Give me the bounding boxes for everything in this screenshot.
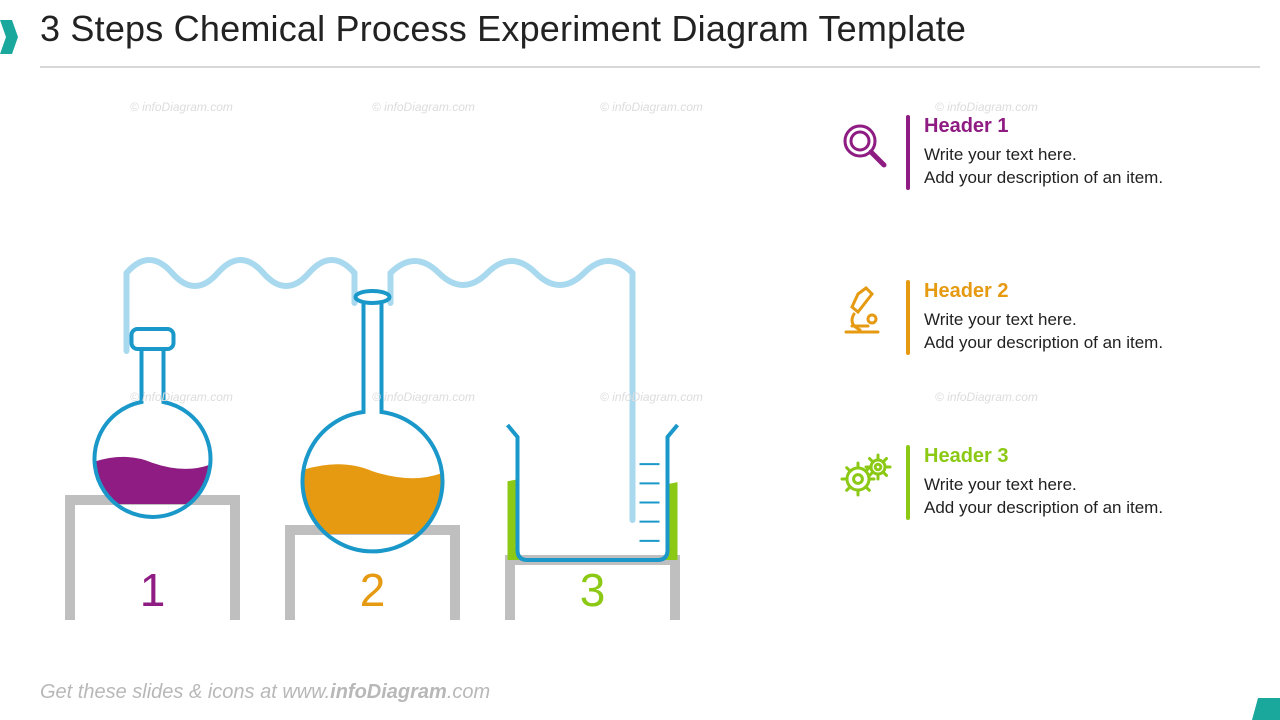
page-title: 3 Steps Chemical Process Experiment Diag… <box>40 8 1260 50</box>
step-item-2: Header 2 Write your text here.Add your d… <box>830 280 1250 355</box>
step-body-1: Write your text here.Add your descriptio… <box>924 144 1234 190</box>
footer-credit: Get these slides & icons at www.infoDiag… <box>40 681 490 704</box>
step-item-1: Header 1 Write your text here.Add your d… <box>830 115 1250 190</box>
step-header-2: Header 2 <box>924 280 1234 303</box>
step-header-3: Header 3 <box>924 445 1234 468</box>
gears-icon <box>838 449 892 503</box>
magnifier-icon <box>838 119 892 173</box>
title-rule <box>40 66 1260 68</box>
title-accent-icon <box>0 20 18 54</box>
step-item-3: Header 3 Write your text here.Add your d… <box>830 445 1250 520</box>
svg-text:2: 2 <box>360 564 386 616</box>
step-header-1: Header 1 <box>924 115 1234 138</box>
chemistry-diagram: 1 2 3 <box>40 80 800 640</box>
steps-list: Header 1 Write your text here.Add your d… <box>830 115 1250 520</box>
svg-text:1: 1 <box>140 564 166 616</box>
svg-text:3: 3 <box>580 564 606 616</box>
microscope-icon <box>838 284 892 338</box>
corner-accent-icon <box>1252 698 1280 720</box>
step-body-3: Write your text here.Add your descriptio… <box>924 474 1234 520</box>
step-body-2: Write your text here.Add your descriptio… <box>924 309 1234 355</box>
watermark: © infoDiagram.com <box>935 100 1038 114</box>
